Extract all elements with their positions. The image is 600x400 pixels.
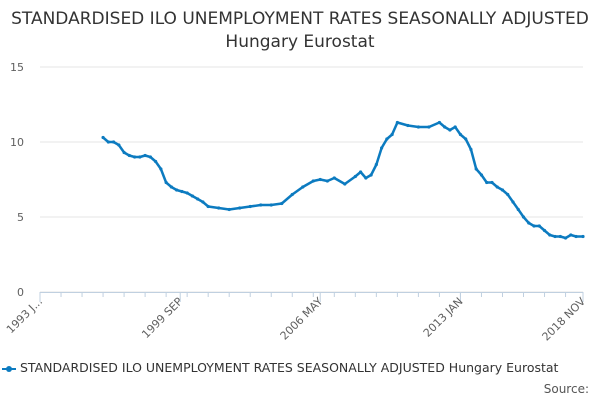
data-point[interactable]: [380, 146, 384, 150]
source-label: Source:: [543, 382, 589, 396]
data-point[interactable]: [185, 191, 189, 195]
data-point[interactable]: [458, 132, 463, 137]
data-point[interactable]: [206, 204, 210, 209]
data-point[interactable]: [453, 125, 457, 129]
data-point[interactable]: [574, 234, 578, 239]
data-point[interactable]: [269, 203, 273, 207]
data-point[interactable]: [569, 233, 573, 237]
chart-title: STANDARDISED ILO UNEMPLOYMENT RATES SEAS…: [11, 9, 589, 52]
y-tick-label: 0: [17, 286, 24, 299]
x-axis: 1993 J... 1999 SEP 2006 MAY 2013 JAN 2018 NO…: [4, 292, 589, 344]
data-point[interactable]: [154, 159, 158, 164]
data-point[interactable]: [495, 185, 499, 189]
data-point[interactable]: [406, 123, 410, 128]
data-point[interactable]: [280, 201, 284, 206]
x-tick-label: 1999 SEP: [139, 295, 185, 341]
data-point[interactable]: [537, 224, 541, 228]
data-point[interactable]: [558, 234, 562, 239]
data-point[interactable]: [553, 234, 557, 239]
data-point[interactable]: [111, 140, 116, 144]
data-point[interactable]: [148, 155, 152, 159]
data-point[interactable]: [164, 180, 168, 185]
legend-line-icon: [2, 364, 16, 374]
data-point[interactable]: [390, 132, 394, 137]
data-point[interactable]: [548, 233, 552, 237]
data-point[interactable]: [159, 167, 163, 171]
data-point[interactable]: [259, 203, 263, 207]
data-point[interactable]: [175, 188, 179, 192]
data-point[interactable]: [527, 221, 531, 225]
data-point[interactable]: [506, 192, 510, 197]
data-point[interactable]: [358, 170, 363, 174]
data-point[interactable]: [416, 125, 420, 129]
data-point[interactable]: [143, 153, 147, 158]
data-point[interactable]: [511, 200, 515, 204]
data-point[interactable]: [196, 197, 200, 201]
data-point[interactable]: [132, 155, 137, 159]
data-point[interactable]: [474, 167, 478, 171]
data-point[interactable]: [332, 176, 336, 180]
series-group: [101, 120, 585, 240]
data-point[interactable]: [500, 188, 505, 192]
y-tick-label: 5: [17, 211, 24, 224]
data-point[interactable]: [469, 147, 473, 152]
data-point[interactable]: [443, 125, 447, 129]
data-point[interactable]: [395, 120, 399, 125]
data-point[interactable]: [311, 179, 315, 183]
data-point[interactable]: [122, 150, 126, 155]
data-point[interactable]: [485, 180, 489, 185]
series-line-0[interactable]: [101, 121, 585, 240]
data-point[interactable]: [227, 207, 231, 212]
y-tick-label: 10: [10, 136, 24, 149]
data-point[interactable]: [201, 200, 205, 204]
data-point[interactable]: [301, 185, 305, 189]
data-point[interactable]: [490, 180, 494, 185]
data-point[interactable]: [138, 155, 142, 159]
data-point[interactable]: [516, 207, 520, 212]
y-axis: 0 5 10 15: [10, 61, 24, 299]
data-point[interactable]: [343, 182, 347, 186]
legend[interactable]: STANDARDISED ILO UNEMPLOYMENT RATES SEAS…: [0, 360, 600, 375]
data-point[interactable]: [190, 194, 195, 198]
data-point[interactable]: [427, 125, 431, 129]
data-point[interactable]: [479, 173, 484, 177]
data-point[interactable]: [353, 174, 357, 179]
data-point[interactable]: [248, 204, 252, 209]
data-point[interactable]: [448, 128, 452, 132]
x-tick-label: 2018 NOV: [540, 295, 589, 344]
data-point[interactable]: [374, 162, 378, 167]
data-point[interactable]: [581, 234, 585, 239]
data-point[interactable]: [290, 192, 294, 197]
data-point[interactable]: [521, 215, 526, 219]
legend-label: STANDARDISED ILO UNEMPLOYMENT RATES SEAS…: [20, 360, 559, 375]
data-point[interactable]: [217, 206, 221, 210]
data-point[interactable]: [318, 177, 322, 182]
data-point[interactable]: [464, 137, 468, 141]
x-tick-label: 2013 JAN: [421, 295, 466, 340]
data-point[interactable]: [437, 120, 442, 125]
data-point[interactable]: [532, 224, 536, 228]
data-point[interactable]: [385, 137, 389, 141]
grid-lines: [40, 66, 583, 293]
data-point[interactable]: [542, 228, 547, 233]
y-tick-label: 15: [10, 61, 24, 74]
data-point[interactable]: [106, 140, 110, 144]
data-point[interactable]: [364, 176, 368, 180]
data-point[interactable]: [127, 153, 131, 158]
x-tick-label: 2006 MAY: [278, 295, 326, 343]
data-point[interactable]: [180, 189, 184, 194]
data-point[interactable]: [563, 236, 568, 240]
x-tick-label: 1993 J...: [4, 295, 45, 336]
data-point[interactable]: [238, 206, 242, 210]
data-point[interactable]: [117, 143, 121, 147]
data-point[interactable]: [325, 179, 329, 183]
data-point[interactable]: [369, 173, 373, 177]
data-point[interactable]: [169, 185, 173, 189]
data-point[interactable]: [101, 135, 105, 140]
